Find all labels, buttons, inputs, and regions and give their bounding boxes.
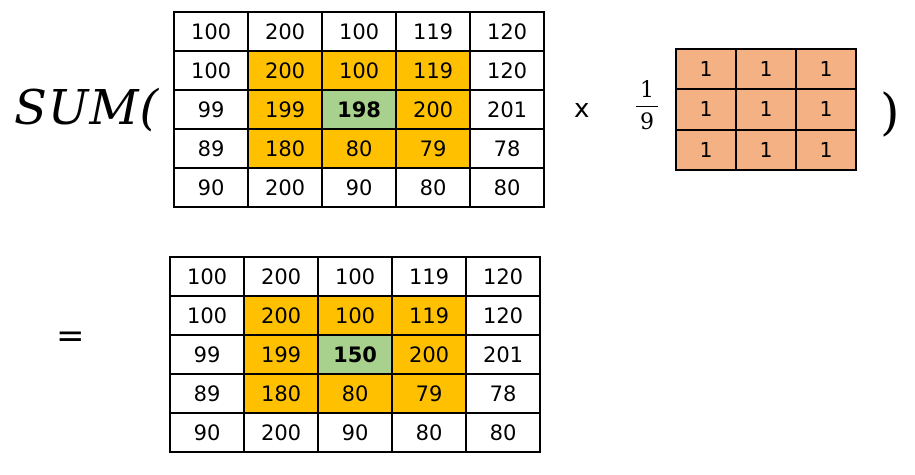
neighborhood-cell: 80 (317, 373, 393, 414)
matrix-cell: 120 (469, 50, 545, 91)
matrix-cell: 80 (465, 412, 541, 453)
matrix-cell: 1 (735, 47, 797, 91)
neighborhood-cell: 79 (395, 128, 471, 169)
neighborhood-cell: 200 (247, 50, 323, 91)
fraction-denominator: 9 (640, 110, 654, 135)
matrix-cell: 119 (395, 11, 471, 52)
matrix-cell: 80 (469, 167, 545, 208)
sum-function-label: SUM( (14, 80, 160, 136)
matrix-row: 100 200 100 119 120 (169, 295, 541, 336)
matrix-row: 100 200 100 119 120 (173, 50, 545, 91)
matrix-cell: 100 (169, 295, 245, 336)
matrix-row: 99 199 150 200 201 (169, 334, 541, 375)
matrix-row: 90 200 90 80 80 (173, 167, 545, 208)
neighborhood-cell: 119 (395, 50, 471, 91)
neighborhood-cell: 100 (321, 50, 397, 91)
result-matrix: 100 200 100 119 120 100 200 100 119 120 99 199 150 20… (169, 256, 541, 453)
matrix-row: 100 200 100 119 120 (173, 11, 545, 52)
neighborhood-cell: 200 (391, 334, 467, 375)
matrix-cell: 1 (675, 47, 737, 91)
neighborhood-cell: 200 (395, 89, 471, 130)
matrix-cell: 200 (243, 256, 319, 297)
normalization-fraction: 1 9 (636, 78, 658, 136)
matrix-cell: 100 (317, 256, 393, 297)
matrix-cell: 119 (391, 256, 467, 297)
center-cell: 150 (317, 334, 393, 375)
matrix-cell: 89 (173, 128, 249, 169)
matrix-cell: 201 (469, 89, 545, 130)
matrix-cell: 120 (469, 11, 545, 52)
multiply-symbol: x (574, 94, 590, 124)
matrix-row: 99 199 198 200 201 (173, 89, 545, 130)
matrix-cell: 1 (675, 88, 737, 131)
matrix-cell: 200 (247, 11, 323, 52)
matrix-row: 89 180 80 79 78 (173, 128, 545, 169)
matrix-cell: 80 (391, 412, 467, 453)
matrix-cell: 100 (173, 11, 249, 52)
matrix-cell: 80 (395, 167, 471, 208)
matrix-cell: 100 (169, 256, 245, 297)
neighborhood-cell: 199 (247, 89, 323, 130)
neighborhood-cell: 200 (243, 295, 319, 336)
matrix-cell: 90 (173, 167, 249, 208)
matrix-cell: 100 (321, 11, 397, 52)
neighborhood-cell: 199 (243, 334, 319, 375)
matrix-cell: 89 (169, 373, 245, 414)
matrix-cell: 1 (795, 128, 857, 172)
neighborhood-cell: 180 (243, 373, 319, 414)
matrix-row: 89 180 80 79 78 (169, 373, 541, 414)
neighborhood-cell: 180 (247, 128, 323, 169)
fraction-bar (636, 106, 658, 107)
matrix-cell: 1 (795, 88, 857, 131)
matrix-cell: 120 (465, 295, 541, 336)
matrix-cell: 1 (735, 128, 797, 172)
matrix-row: 90 200 90 80 80 (169, 412, 541, 453)
matrix-cell: 90 (317, 412, 393, 453)
matrix-cell: 1 (735, 88, 797, 131)
matrix-cell: 201 (465, 334, 541, 375)
matrix-cell: 99 (173, 89, 249, 130)
neighborhood-cell: 80 (321, 128, 397, 169)
neighborhood-cell: 100 (317, 295, 393, 336)
matrix-cell: 200 (243, 412, 319, 453)
matrix-cell: 78 (465, 373, 541, 414)
matrix-cell: 78 (469, 128, 545, 169)
matrix-cell: 200 (247, 167, 323, 208)
input-matrix: 100 200 100 119 120 100 200 100 119 120 99 199 198 20… (173, 11, 545, 208)
matrix-cell: 90 (169, 412, 245, 453)
matrix-cell: 99 (169, 334, 245, 375)
neighborhood-cell: 119 (391, 295, 467, 336)
closing-parenthesis: ) (880, 83, 900, 141)
fraction-numerator: 1 (640, 78, 654, 103)
matrix-cell: 1 (795, 47, 857, 91)
matrix-cell: 1 (675, 128, 737, 172)
equals-symbol: = (56, 316, 85, 356)
matrix-cell: 90 (321, 167, 397, 208)
matrix-cell: 100 (173, 50, 249, 91)
matrix-cell: 120 (465, 256, 541, 297)
neighborhood-cell: 79 (391, 373, 467, 414)
matrix-row: 100 200 100 119 120 (169, 256, 541, 297)
center-cell: 198 (321, 89, 397, 130)
